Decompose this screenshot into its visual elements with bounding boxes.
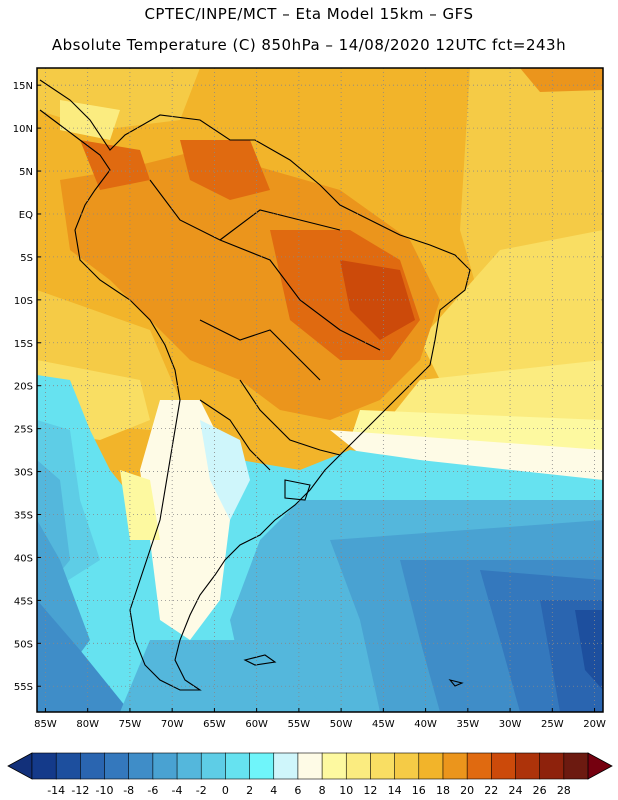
colorbar-label: 0 [222, 784, 229, 797]
lon-tick-label: 70W [161, 719, 184, 730]
lat-tick-label: 10S [14, 296, 33, 307]
colorbar-label: 8 [319, 784, 326, 797]
lon-tick-label: 55W [288, 719, 311, 730]
lon-tick-label: 40W [414, 719, 437, 730]
colorbar-label: -8 [123, 784, 134, 797]
colorbar-label: -4 [172, 784, 183, 797]
colorbar-label: -12 [71, 784, 89, 797]
lat-tick-label: 15N [13, 81, 33, 92]
lon-tick-label: 20W [583, 719, 606, 730]
lat-tick-label: 25S [14, 425, 33, 436]
lon-tick-label: 80W [76, 719, 99, 730]
colorbar-swatch [80, 752, 106, 780]
colorbar-swatch [31, 752, 57, 780]
lon-tick-label: 75W [119, 719, 142, 730]
lat-tick-label: 40S [14, 553, 33, 564]
colorbar-label: 18 [436, 784, 450, 797]
colorbar-swatch [273, 752, 299, 780]
colorbar-swatch [394, 752, 420, 780]
colorbar-label: 16 [412, 784, 426, 797]
colorbar-swatch [345, 752, 372, 780]
colorbar-label: 26 [533, 784, 547, 797]
colorbar-label: 24 [508, 784, 522, 797]
lon-tick-label: 65W [203, 719, 226, 730]
lat-tick-label: 45S [14, 596, 33, 607]
lon-tick-label: 35W [457, 719, 480, 730]
latitude-labels: 15N 10N 5N EQ 5S 10S 15S 20S 25S 30S 35S 40S 45S 50S 5… [13, 81, 41, 693]
colorbar-swatch [515, 752, 541, 780]
colorbar-label: 4 [270, 784, 277, 797]
lat-tick-label: 5N [19, 167, 33, 178]
colorbar-under-arrow [7, 752, 33, 780]
colorbar-label: -2 [196, 784, 207, 797]
colorbar-swatch [321, 752, 347, 780]
lat-tick-label: EQ [19, 210, 33, 221]
colorbar-label: 12 [363, 784, 377, 797]
colorbar-swatch [152, 752, 178, 780]
lat-tick-label: 30S [14, 468, 33, 479]
chart-title: CPTEC/INPE/MCT – Eta Model 15km – GFS [144, 5, 474, 23]
lat-tick-label: 50S [14, 639, 33, 650]
colorbar-label: 28 [557, 784, 571, 797]
colorbar-over-arrow [587, 752, 613, 780]
lon-tick-label: 25W [541, 719, 564, 730]
colorbar-swatch [466, 752, 492, 780]
colorbar: -14 -12 -10 -8 -6 -4 -2 0 2 4 6 8 10 12 14 16 18 20 22 24 26… [7, 752, 613, 797]
colorbar-swatch [491, 752, 517, 780]
coastlines [39, 79, 471, 691]
colorbar-swatch [225, 752, 251, 780]
longitude-labels: 85W 80W 75W 70W 65W 60W 55W 50W 45W 40W 35W 30W 25W 2… [34, 708, 606, 730]
lat-tick-label: 20S [14, 382, 33, 393]
lon-tick-label: 30W [499, 719, 522, 730]
colorbar-swatch [418, 752, 444, 780]
lat-tick-label: 15S [14, 339, 33, 350]
lat-tick-label: 55S [14, 682, 33, 693]
colorbar-swatch [563, 752, 589, 780]
colorbar-swatch [200, 752, 226, 780]
colorbar-label: 6 [294, 784, 301, 797]
colorbar-label: -14 [47, 784, 65, 797]
colorbar-swatch [128, 752, 154, 780]
colorbar-swatch [104, 752, 130, 780]
colorbar-label: 14 [388, 784, 402, 797]
lat-tick-label: 10N [13, 124, 33, 135]
lon-tick-label: 50W [330, 719, 353, 730]
temperature-field [37, 68, 603, 712]
lon-tick-label: 45W [372, 719, 395, 730]
colorbar-swatch [370, 752, 396, 780]
lon-tick-label: 85W [34, 719, 57, 730]
chart-subtitle: Absolute Temperature (C) 850hPa – 14/08/… [51, 36, 567, 54]
colorbar-label: 22 [484, 784, 498, 797]
colorbar-label: 10 [339, 784, 353, 797]
lon-tick-label: 60W [245, 719, 268, 730]
colorbar-label: 20 [460, 784, 474, 797]
colorbar-swatch [297, 752, 323, 780]
colorbar-swatch [55, 752, 81, 780]
colorbar-swatch [176, 752, 202, 780]
colorbar-swatch [539, 752, 565, 780]
gridlines [37, 68, 603, 712]
map-frame [36, 67, 604, 713]
colorbar-label: 2 [246, 784, 253, 797]
lat-tick-label: 5S [20, 253, 33, 264]
colorbar-swatch [249, 752, 275, 780]
colorbar-label: -10 [96, 784, 114, 797]
colorbar-label: -6 [147, 784, 158, 797]
colorbar-swatch [442, 752, 468, 780]
lat-tick-label: 35S [14, 511, 33, 522]
